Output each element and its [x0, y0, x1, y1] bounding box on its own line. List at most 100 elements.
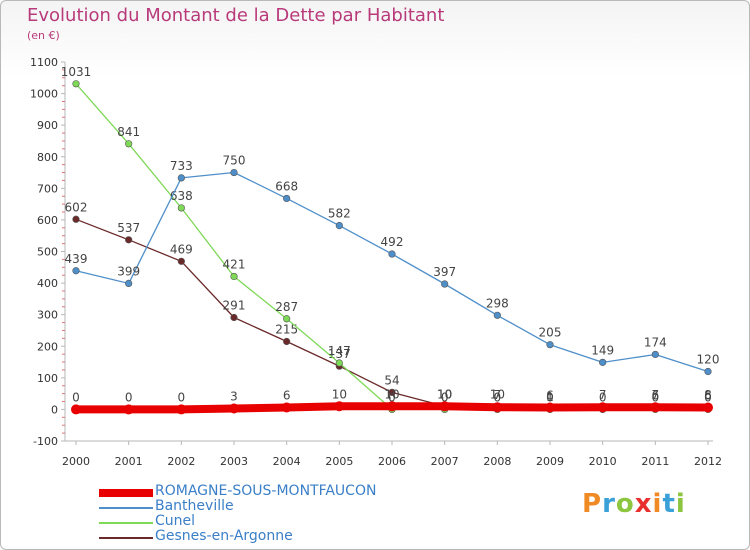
data-label: 399	[117, 264, 140, 278]
data-point	[72, 215, 80, 223]
y-tick-label: 200	[37, 340, 58, 353]
data-point	[123, 404, 134, 415]
data-label: 537	[117, 221, 140, 235]
data-point	[283, 337, 291, 346]
x-tick-label: 2001	[115, 455, 143, 468]
data-point	[176, 404, 187, 415]
y-tick-label: 0	[51, 403, 58, 416]
data-label: 0	[72, 390, 80, 404]
data-point	[388, 250, 396, 258]
data-point	[125, 140, 133, 148]
data-label: 7	[652, 388, 660, 402]
data-point	[599, 358, 607, 366]
data-label: 54	[384, 373, 399, 387]
data-point	[650, 402, 661, 413]
x-tick-label: 2000	[62, 455, 90, 468]
chart-title: Evolution du Montant de la Dette par Hab…	[27, 5, 445, 26]
data-label: 397	[433, 265, 456, 279]
data-label: 1031	[61, 65, 92, 79]
legend-swatch	[99, 522, 153, 524]
data-label: 6	[546, 389, 554, 403]
data-point	[177, 204, 185, 212]
data-label: 10	[437, 387, 452, 401]
legend-item-gesnes[interactable]: Gesnes-en-Argonne	[99, 528, 429, 545]
data-label: 149	[591, 343, 614, 357]
data-point	[651, 350, 659, 359]
data-point	[230, 313, 238, 322]
data-label: 147	[328, 344, 351, 358]
data-point	[545, 402, 555, 413]
x-tick-label: 2009	[536, 455, 564, 468]
legend-item-romagne[interactable]: ROMAGNE-SOUS-MONTFAUCON	[99, 483, 429, 500]
data-label: 120	[697, 353, 720, 367]
data-point	[335, 222, 343, 230]
y-tick-label: 600	[37, 214, 58, 227]
data-point	[72, 80, 80, 88]
data-label: 0	[599, 390, 607, 404]
y-tick-label: 300	[37, 309, 58, 322]
chart-subtitle: (en €)	[27, 29, 60, 42]
data-label: 0	[494, 390, 502, 404]
x-tick-label: 2005	[325, 455, 353, 468]
x-tick-label: 2007	[431, 455, 459, 468]
data-label: 7	[599, 388, 607, 402]
y-tick-label: 900	[37, 119, 58, 132]
data-label: 10	[384, 387, 399, 401]
data-label: 582	[328, 207, 351, 221]
data-label: 733	[170, 159, 193, 173]
data-point	[546, 341, 554, 349]
y-tick-label: 100	[37, 372, 58, 385]
x-tick-label: 2004	[273, 455, 301, 468]
legend-item-cunel[interactable]: Cunel	[99, 513, 429, 530]
y-tick-label: 1000	[30, 88, 58, 101]
data-point	[72, 267, 80, 275]
data-label: 421	[223, 257, 246, 271]
legend-item-bantheville[interactable]: Bantheville	[99, 498, 429, 515]
data-label: 10	[332, 387, 347, 401]
data-label: 1	[546, 390, 554, 404]
data-point	[703, 402, 713, 413]
data-label: 287	[275, 300, 298, 314]
data-point	[230, 272, 238, 281]
data-label: 3	[230, 389, 238, 403]
data-label: 6	[283, 389, 291, 403]
data-label: 469	[170, 242, 193, 256]
legend: ROMAGNE-SOUS-MONTFAUCON Bantheville Cune…	[99, 483, 429, 545]
data-point	[230, 168, 238, 177]
data-label: 492	[381, 235, 404, 249]
y-tick-label: 800	[37, 151, 58, 164]
data-label: 0	[125, 390, 133, 404]
data-label: 205	[539, 326, 562, 340]
data-point	[283, 315, 291, 323]
data-point	[441, 280, 449, 288]
data-point	[283, 194, 291, 203]
data-point	[492, 402, 503, 413]
y-tick-label: 500	[37, 246, 58, 259]
data-label: 7	[494, 388, 502, 402]
data-point	[177, 257, 185, 265]
data-label: 6	[652, 389, 660, 403]
data-point	[125, 236, 133, 244]
y-tick-label: 1100	[30, 56, 58, 69]
data-label: 0	[546, 390, 554, 404]
data-point	[704, 367, 712, 376]
data-point	[597, 402, 608, 413]
data-point	[335, 359, 343, 367]
data-label: 6	[704, 389, 712, 403]
data-point	[387, 401, 397, 412]
data-point	[281, 402, 292, 413]
y-tick-label: -100	[33, 435, 58, 448]
data-label: 0	[178, 390, 186, 404]
legend-swatch	[99, 489, 153, 497]
data-point	[439, 401, 450, 412]
x-tick-label: 2002	[167, 455, 195, 468]
data-point	[125, 279, 133, 287]
data-label: 750	[223, 154, 246, 168]
data-point	[177, 174, 185, 182]
data-label: 10	[490, 387, 505, 401]
x-tick-label: 2008	[483, 455, 511, 468]
data-label: 215	[275, 323, 298, 337]
legend-label: Gesnes-en-Argonne	[155, 528, 293, 544]
